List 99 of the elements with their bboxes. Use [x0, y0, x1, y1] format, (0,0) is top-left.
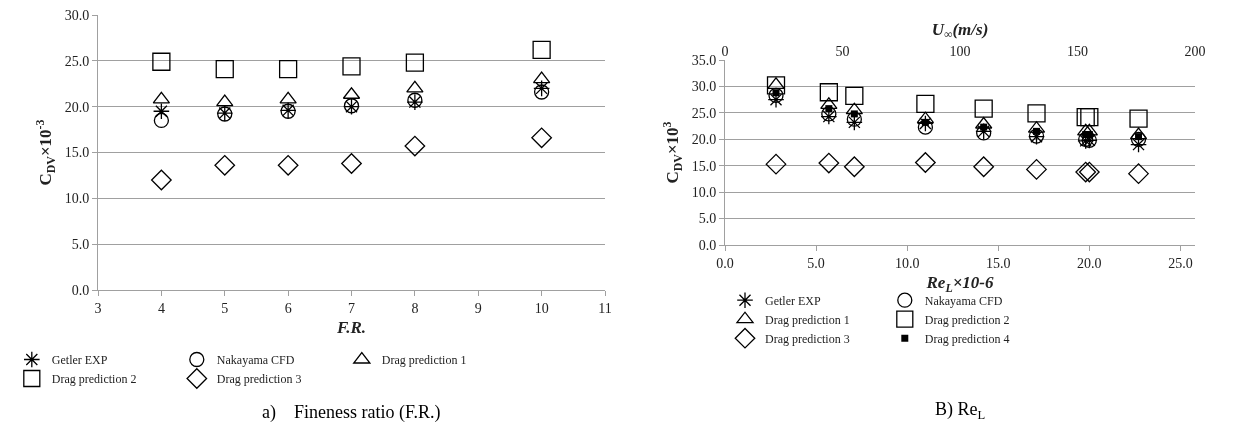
point [1129, 109, 1148, 128]
point [765, 153, 787, 175]
x-axis-title: Re$_{L}$×10-6 [925, 273, 994, 295]
y-tick-label: 20.0 [691, 132, 717, 148]
x-tick-label: 7 [348, 300, 355, 316]
legend-label: Drag prediction 3 [216, 372, 302, 387]
x2-tick-label: 50 [835, 44, 850, 60]
point [342, 57, 361, 76]
point [153, 112, 170, 129]
legend-label: Getler EXP [51, 353, 108, 368]
point [820, 108, 838, 126]
x-tick-label: 6 [284, 300, 292, 316]
point [1080, 107, 1099, 127]
legend-label: Drag prediction 3 [765, 331, 850, 346]
point [406, 80, 424, 93]
point [974, 99, 993, 118]
legend-label: Nakayama CFD [216, 353, 295, 368]
y-tick-label: 15.0 [691, 158, 717, 174]
point [825, 105, 833, 113]
point [216, 94, 234, 107]
y-tick-label: 0.0 [71, 282, 90, 298]
legend-label: Getler EXP [765, 293, 821, 308]
point [152, 52, 171, 71]
point [278, 59, 298, 79]
x-tick-label: 10 [534, 300, 549, 316]
x-tick-label: 4 [157, 300, 165, 316]
point [152, 102, 170, 120]
point [1027, 104, 1046, 123]
point [1128, 163, 1149, 185]
point [768, 87, 784, 104]
point [405, 53, 425, 72]
point [277, 154, 299, 176]
legend-label: Nakayama CFD [924, 293, 1003, 308]
x-tick-label: 20.0 [1077, 255, 1102, 271]
point [1033, 127, 1041, 135]
x2-axis-title: U$_{∞}$(m/s) [931, 19, 989, 42]
y-tick-label: 25.0 [64, 53, 90, 69]
point [404, 135, 426, 157]
point [921, 118, 929, 126]
point [846, 111, 862, 127]
point [1026, 159, 1047, 180]
x2-tick-label: 150 [1067, 44, 1088, 60]
point [917, 119, 934, 135]
point [766, 76, 786, 95]
point [914, 152, 936, 173]
x2-tick-label: 100 [949, 44, 971, 60]
point [819, 83, 838, 102]
y-tick-label: 35.0 [691, 52, 717, 68]
y-tick-label: 30.0 [691, 79, 717, 95]
x2-tick-label: 200 [1184, 44, 1206, 60]
legend-label: Drag prediction 4 [924, 331, 1010, 346]
point [916, 114, 934, 132]
point [845, 86, 864, 106]
point [916, 94, 935, 114]
point [973, 156, 995, 178]
x-tick-label: 8 [411, 300, 419, 316]
point [1130, 131, 1147, 147]
x-tick-label: 0.0 [716, 255, 734, 271]
x-tick-label: 15.0 [986, 255, 1011, 271]
point [531, 127, 553, 149]
y-tick-label: 30.0 [64, 7, 90, 23]
y-tick-label: 5.0 [698, 211, 717, 227]
point [215, 59, 234, 79]
x-tick-label: 11 [598, 300, 612, 316]
x-tick-label: 3 [94, 300, 102, 316]
y-tick-label: 20.0 [64, 99, 90, 115]
point [533, 84, 550, 100]
point [532, 40, 551, 59]
point [150, 169, 172, 191]
legend-label: Drag prediction 2 [924, 312, 1010, 327]
point [850, 110, 858, 118]
x-tick-label: 5 [221, 300, 229, 316]
y-tick-label: 10.0 [691, 185, 717, 201]
x-tick-label: 10.0 [894, 255, 920, 271]
point [341, 153, 362, 174]
point [533, 79, 551, 97]
y-tick-label: 25.0 [691, 105, 717, 121]
point [980, 123, 988, 131]
x-axis-title: F.R. [336, 318, 366, 338]
x-tick-label: 9 [474, 300, 482, 316]
point [821, 106, 837, 122]
text: a) Fineness ratio (F.R.) [262, 402, 441, 423]
x-tick-label: 5.0 [807, 255, 825, 271]
point [214, 154, 236, 176]
y-tick-label: 5.0 [71, 237, 90, 253]
y-tick-label: 10.0 [64, 191, 90, 207]
legend-label: Drag prediction 2 [51, 372, 137, 387]
point [279, 91, 297, 104]
point [843, 156, 865, 178]
point [1076, 107, 1095, 127]
text: B) Re$_{L}$ [935, 399, 986, 422]
y-tick-label: 15.0 [64, 145, 90, 161]
legend-label: Drag prediction 1 [381, 353, 467, 368]
legend-label: Drag prediction 1 [765, 312, 850, 327]
y-tick-label: 0.0 [698, 237, 717, 253]
point [818, 152, 840, 174]
point [820, 97, 838, 110]
x-tick-label: 25.0 [1168, 255, 1193, 271]
x2-tick-label: 0 [721, 44, 729, 60]
